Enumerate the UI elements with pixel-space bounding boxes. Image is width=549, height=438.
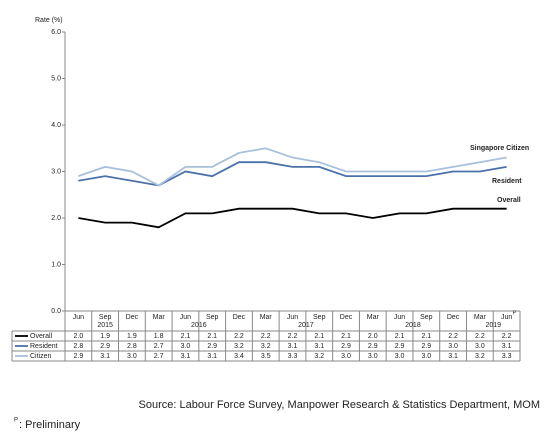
table-cell: 3.0	[395, 353, 405, 360]
y-axis-label: Rate (%)	[35, 17, 63, 24]
table-cell: 3.4	[234, 353, 244, 360]
x-tick-label: Mar	[153, 314, 166, 321]
table-cell: 3.2	[314, 353, 324, 360]
year-label: 2019	[485, 322, 501, 329]
y-tick-label: 1.0	[51, 261, 61, 268]
x-tick-label: Sep	[99, 314, 112, 321]
y-tick-label: 0.0	[51, 308, 61, 315]
x-tick-label: Mar	[367, 314, 380, 321]
table-cell: 2.0	[74, 333, 84, 340]
year-label: 2015	[97, 322, 113, 329]
table-cell: 2.9	[207, 343, 217, 350]
table-cell: 2.1	[421, 333, 431, 340]
x-tick-label: Dec	[340, 314, 353, 321]
x-tick-label: Jun	[501, 314, 512, 321]
table-cell: 2.2	[448, 333, 458, 340]
series-line	[78, 161, 507, 187]
table-cell: 1.9	[100, 333, 110, 340]
table-cell: 3.2	[475, 353, 485, 360]
legend-label: Citizen	[30, 353, 52, 360]
table-cell: 2.2	[502, 333, 512, 340]
table-cell: 2.7	[154, 353, 164, 360]
line-label: Overall	[497, 197, 521, 204]
table-cell: 2.2	[234, 333, 244, 340]
line-label: Singapore Citizen	[470, 145, 529, 152]
table-cell: 3.1	[448, 353, 458, 360]
table-cell: 2.9	[368, 343, 378, 350]
table-cell: 2.9	[341, 343, 351, 350]
x-tick-label: Sep	[206, 314, 219, 321]
x-tick-label: Mar	[260, 314, 273, 321]
y-tick-label: 6.0	[51, 29, 61, 36]
table-cell: 2.2	[475, 333, 485, 340]
year-label: 2016	[191, 322, 207, 329]
table-cell: 3.1	[314, 343, 324, 350]
table-cell: 2.8	[127, 343, 137, 350]
table-cell: 3.5	[261, 353, 271, 360]
x-tick-label: Dec	[233, 314, 246, 321]
y-tick-label: 3.0	[51, 168, 61, 175]
footnote: : Preliminary	[19, 419, 81, 431]
x-tick-label: Sep	[420, 314, 433, 321]
y-tick-label: 4.0	[51, 122, 61, 129]
table-cell: 1.8	[154, 333, 164, 340]
table-cell: 2.9	[100, 343, 110, 350]
table-cell: 3.2	[234, 343, 244, 350]
y-tick-label: 2.0	[51, 215, 61, 222]
y-tick-label: 5.0	[51, 75, 61, 82]
table-cell: 2.1	[314, 333, 324, 340]
table-cell: 2.8	[74, 343, 84, 350]
table-cell: 2.1	[341, 333, 351, 340]
series-line	[78, 147, 507, 187]
table-cell: 3.1	[288, 343, 298, 350]
legend-label: Overall	[30, 333, 53, 340]
series-line	[78, 207, 507, 229]
table-cell: 2.9	[395, 343, 405, 350]
table-cell: 2.1	[181, 333, 191, 340]
legend-label: Resident	[30, 343, 58, 350]
table-cell: 3.0	[181, 343, 191, 350]
table-cell: 3.0	[475, 343, 485, 350]
table-cell: 3.0	[448, 343, 458, 350]
x-tick-label: Dec	[447, 314, 460, 321]
x-tick-label: Dec	[126, 314, 139, 321]
table-cell: 3.1	[502, 343, 512, 350]
table-cell: 2.2	[261, 333, 271, 340]
table-cell: 2.1	[395, 333, 405, 340]
table-cell: 2.7	[154, 343, 164, 350]
table-cell: 2.9	[74, 353, 84, 360]
table-cell: 3.2	[261, 343, 271, 350]
table-cell: 3.3	[502, 353, 512, 360]
preliminary-mark: P	[513, 310, 517, 316]
table-cell: 2.2	[288, 333, 298, 340]
x-tick-label: Jun	[287, 314, 298, 321]
table-cell: 3.1	[100, 353, 110, 360]
table-cell: 3.1	[181, 353, 191, 360]
footnote-mark: P	[14, 418, 18, 424]
x-tick-label: Sep	[313, 314, 326, 321]
table-cell: 3.0	[341, 353, 351, 360]
line-label: Resident	[492, 178, 522, 185]
table-cell: 3.0	[127, 353, 137, 360]
x-tick-label: Jun	[180, 314, 191, 321]
table-cell: 2.9	[421, 343, 431, 350]
table-cell: 3.0	[368, 353, 378, 360]
table-cell: 2.1	[207, 333, 217, 340]
table-cell: 3.1	[207, 353, 217, 360]
table-cell: 1.9	[127, 333, 137, 340]
table-cell: 3.3	[288, 353, 298, 360]
year-label: 2018	[405, 322, 421, 329]
x-tick-label: Mar	[474, 314, 487, 321]
table-cell: 2.0	[368, 333, 378, 340]
table-cell: 3.0	[421, 353, 431, 360]
x-tick-label: Jun	[394, 314, 405, 321]
x-tick-label: Jun	[73, 314, 84, 321]
year-label: 2017	[298, 322, 314, 329]
source: Source: Labour Force Survey, Manpower Re…	[139, 399, 540, 411]
